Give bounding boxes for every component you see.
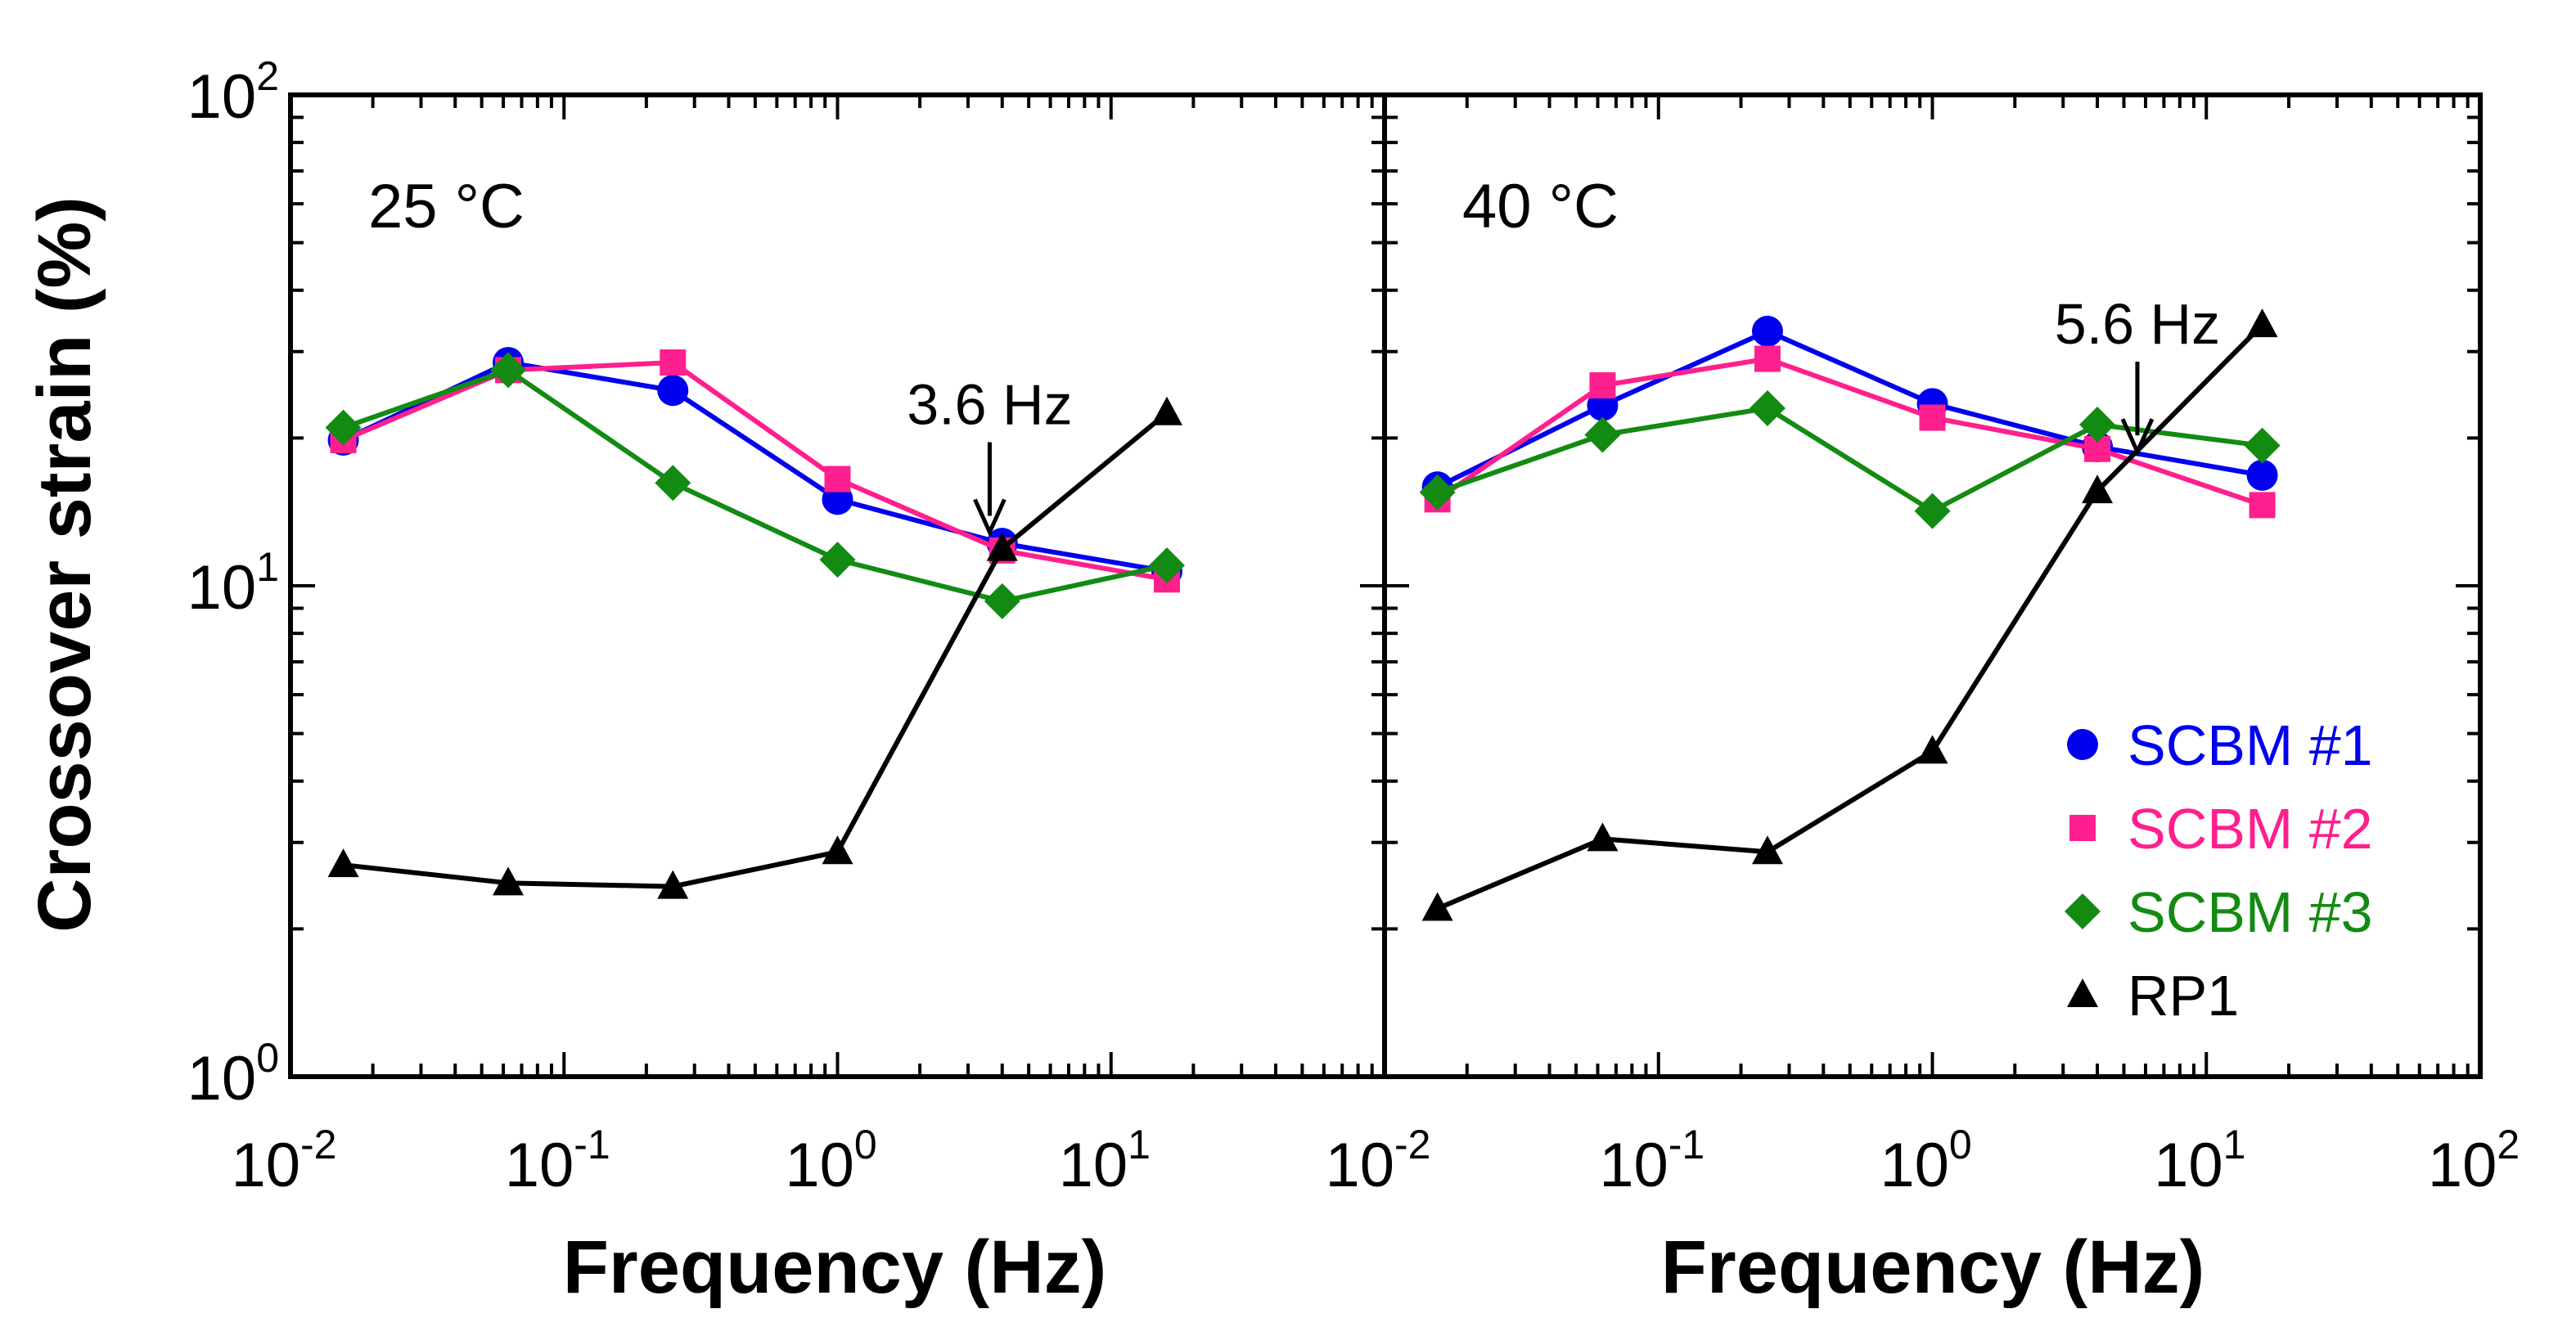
data-point [1919,404,1946,431]
series-scbm-3-right [1419,389,2281,529]
legend-label: RP1 [2128,964,2239,1028]
x-tick-label: 10-2 [1325,1122,1430,1200]
data-point [819,542,856,578]
y-tick-label: 100 [187,1035,279,1113]
x-tick-label: 101 [1059,1122,1151,1200]
axis-ticks-right [1385,95,2480,1077]
data-point [1419,474,1456,511]
series-rp1-left [327,396,1182,899]
data-point [325,409,362,446]
legend-entry: SCBM #2 [2069,797,2373,861]
data-point [2246,308,2278,338]
series-rp1-right [1421,308,2278,921]
legend-marker [2069,815,2096,841]
data-point [984,583,1020,619]
data-point [490,352,527,389]
data-point [824,466,851,493]
legend-label: SCBM #1 [2128,713,2373,777]
series-line [1436,322,2264,911]
x-tick-label: 10-2 [231,1122,336,1200]
y-tick-label: 101 [187,544,279,623]
crossover-annotation-left: 3.6 Hz [907,372,1073,538]
axis-ticks-left [290,95,1385,1077]
data-point [822,835,853,865]
annotation-text: 3.6 Hz [907,372,1072,436]
arrow-head [2120,418,2155,457]
data-point [2079,406,2116,443]
data-point [1751,315,1783,347]
panel-right: 10-2 10-1 100 101 102 40 °C 5.6 Hz [1325,92,2520,1200]
x-tick-label: 100 [1880,1122,1971,1200]
series-line [343,411,1169,889]
data-point [1916,735,1948,764]
plot-frame-left [288,92,1387,1079]
data-point [1584,416,1621,453]
data-point [657,870,689,899]
legend-marker [2067,978,2098,1007]
legend-label: SCBM #2 [2128,797,2373,861]
series-line [342,360,1168,574]
data-point [1589,372,1616,399]
data-point [655,465,691,502]
data-point [1914,493,1951,529]
annotation-text: 5.6 Hz [2055,292,2220,356]
x-tick-label: 101 [2154,1122,2245,1200]
x-tick-label: 10-1 [505,1122,610,1200]
data-point [657,375,689,407]
y-tick-label: 102 [187,53,279,132]
series-scbm-3-left [325,352,1185,619]
arrow-head [973,498,1007,538]
legend: SCBM #1 SCBM #2 SCBM #3 RP1 [2065,713,2373,1028]
series-line [1436,328,2263,489]
data-point [2082,475,2114,504]
data-point [1749,389,1786,426]
data-point [327,848,359,878]
x-tick-label: 102 [2428,1122,2520,1200]
crossover-annotation-right: 5.6 Hz [2055,292,2220,457]
data-point [493,866,525,896]
data-point [1148,547,1185,584]
data-point [1754,345,1781,372]
temperature-label-right: 40 °C [1462,172,1619,241]
x-tick-label: 100 [785,1122,876,1200]
series-line [1435,356,2263,508]
data-point [1421,892,1453,921]
x-axis-title-right: Frequency (Hz) [1661,1226,2205,1309]
legend-entry: RP1 [2067,964,2239,1028]
series-line [342,367,1168,604]
data-point [2246,459,2278,491]
data-point [660,349,687,376]
data-point [2249,492,2276,519]
temperature-label-left: 25 °C [368,172,525,241]
y-axis-title: Crossover strain (%) [23,196,106,933]
data-point [1751,835,1783,865]
x-axis-title-left: Frequency (Hz) [563,1226,1107,1309]
data-point [2244,427,2281,464]
data-point [1151,396,1182,425]
legend-marker [2067,729,2098,760]
panel-left: 10-2 10-1 100 101 100 101 102 25 °C 3.6 Hz [187,53,1387,1200]
legend-entry: SCBM #3 [2065,880,2373,944]
data-point [986,532,1018,561]
x-tick-label: 10-1 [1599,1122,1705,1200]
data-point [1587,822,1619,852]
legend-marker [2065,893,2101,929]
legend-label: SCBM #3 [2128,880,2373,944]
legend-entry: SCBM #1 [2067,713,2373,777]
